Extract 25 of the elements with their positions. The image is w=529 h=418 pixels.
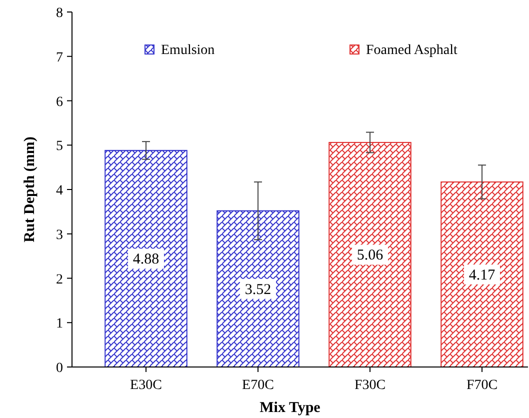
y-tick-label: 1	[56, 316, 63, 332]
y-tick-label: 8	[56, 6, 63, 21]
y-axis-title: Rut Depth (mm)	[22, 136, 38, 242]
legend-label: Emulsion	[161, 43, 215, 58]
bar	[216, 210, 300, 368]
x-tick-label: F30C	[354, 378, 386, 393]
y-tick-label: 4	[56, 184, 63, 198]
legend-label: Foamed Asphalt	[366, 43, 458, 58]
x-tick-label: F70C	[466, 378, 498, 393]
y-tick-label: 6	[56, 94, 63, 110]
y-tick-label: 7	[56, 50, 63, 66]
bar	[328, 142, 412, 368]
bar	[104, 150, 188, 368]
x-tick-label: E70C	[242, 378, 274, 393]
y-tick-label: 2	[56, 272, 63, 288]
bar	[440, 181, 524, 368]
data-label: 4.88	[132, 252, 160, 268]
data-label: 4.17	[468, 267, 496, 284]
x-axis-title: Mix Type	[260, 400, 321, 416]
y-tick-label: 0	[56, 361, 63, 376]
y-tick-label: 3	[56, 228, 63, 243]
data-label: 3.52	[244, 282, 272, 298]
y-tick-label: 5	[56, 139, 63, 154]
x-tick-label: E30C	[130, 378, 162, 393]
data-label: 5.06	[356, 248, 384, 264]
